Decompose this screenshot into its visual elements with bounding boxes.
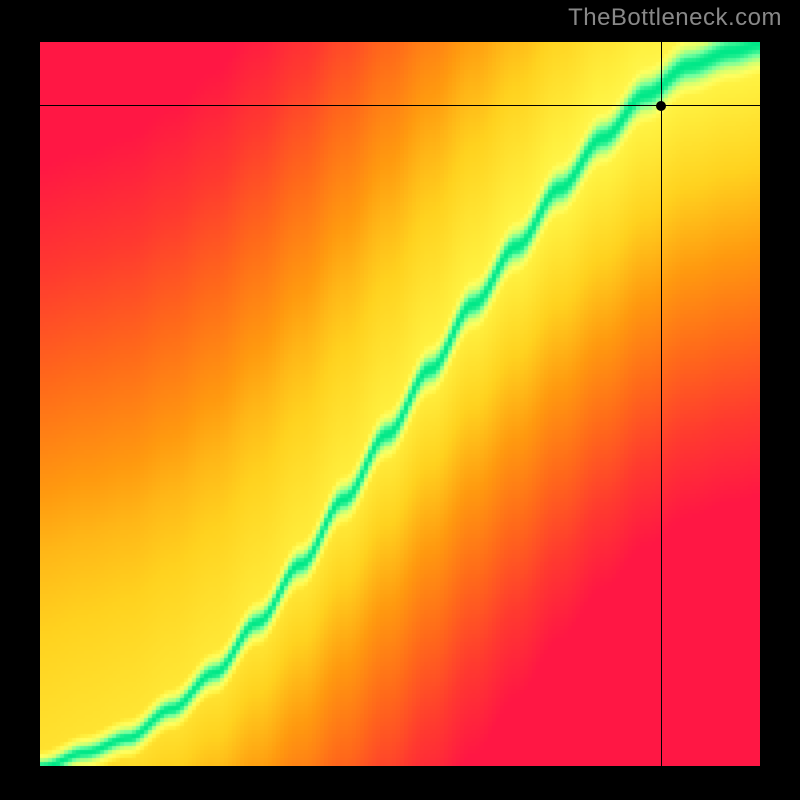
watermark: TheBottleneck.com <box>568 4 782 32</box>
chart-container: TheBottleneck.com <box>0 0 800 800</box>
marker-point <box>656 101 666 111</box>
heatmap-canvas <box>40 42 760 766</box>
crosshair-horizontal <box>40 105 760 106</box>
crosshair-vertical <box>661 42 662 766</box>
heatmap-chart <box>40 42 760 766</box>
